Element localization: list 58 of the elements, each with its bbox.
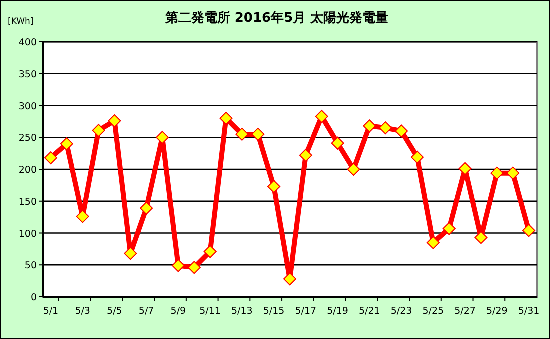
point <box>522 224 536 238</box>
x-tick-label: 5/13 <box>232 306 253 317</box>
point <box>299 148 312 162</box>
x-tick-label: 5/27 <box>454 306 476 317</box>
x-tick-label: 5/17 <box>295 306 317 317</box>
y-tick-label: 50 <box>24 260 37 272</box>
x-tick-label: 5/15 <box>263 306 285 317</box>
y-tick-label: 100 <box>18 228 37 240</box>
point <box>220 112 233 125</box>
point <box>379 122 392 135</box>
point <box>140 202 154 215</box>
point <box>204 245 217 258</box>
point <box>108 114 122 128</box>
point <box>188 261 201 274</box>
point <box>490 166 504 180</box>
point <box>395 124 408 138</box>
point <box>426 236 440 250</box>
point <box>474 231 488 244</box>
x-tick-label: 5/25 <box>422 306 444 317</box>
y-tick-label: 0 <box>30 292 37 304</box>
x-tick-label: 5/3 <box>75 306 90 317</box>
y-tick-label: 250 <box>18 133 37 144</box>
point <box>458 162 472 176</box>
x-tick-label: 5/21 <box>359 306 380 317</box>
y-tick-label: 300 <box>18 101 37 112</box>
x-tick-label: 5/5 <box>107 306 122 317</box>
point <box>331 136 344 150</box>
y-tick-label: 400 <box>18 38 37 48</box>
point <box>252 128 265 141</box>
point <box>60 138 74 150</box>
chart-title: 第二発電所 2016年5月 太陽光発電量 <box>164 10 389 26</box>
point <box>410 150 424 164</box>
point <box>268 180 281 194</box>
point <box>363 120 376 133</box>
y-tick-label: 200 <box>18 165 37 176</box>
x-tick-label: 5/9 <box>170 306 186 317</box>
y-tick-label: 150 <box>18 196 37 208</box>
point <box>44 152 58 165</box>
point <box>124 247 138 260</box>
point <box>506 166 520 180</box>
y-axis-title: [KWh] <box>8 17 34 27</box>
x-tick-label: 5/31 <box>518 306 540 317</box>
point <box>236 128 249 141</box>
x-tick-label: 5/7 <box>138 306 154 317</box>
point <box>76 210 90 224</box>
point <box>156 131 170 144</box>
point <box>284 272 296 286</box>
y-tick-label: 350 <box>18 69 37 80</box>
x-tick-label: 5/19 <box>327 306 348 317</box>
point <box>172 259 185 272</box>
point <box>92 124 106 138</box>
x-tick-label: 5/1 <box>43 306 59 317</box>
point <box>442 222 456 236</box>
point <box>315 110 328 124</box>
x-tick-label: 5/29 <box>486 306 508 317</box>
x-tick-label: 5/11 <box>200 306 221 317</box>
point <box>347 163 360 176</box>
x-tick-label: 5/23 <box>390 306 412 317</box>
